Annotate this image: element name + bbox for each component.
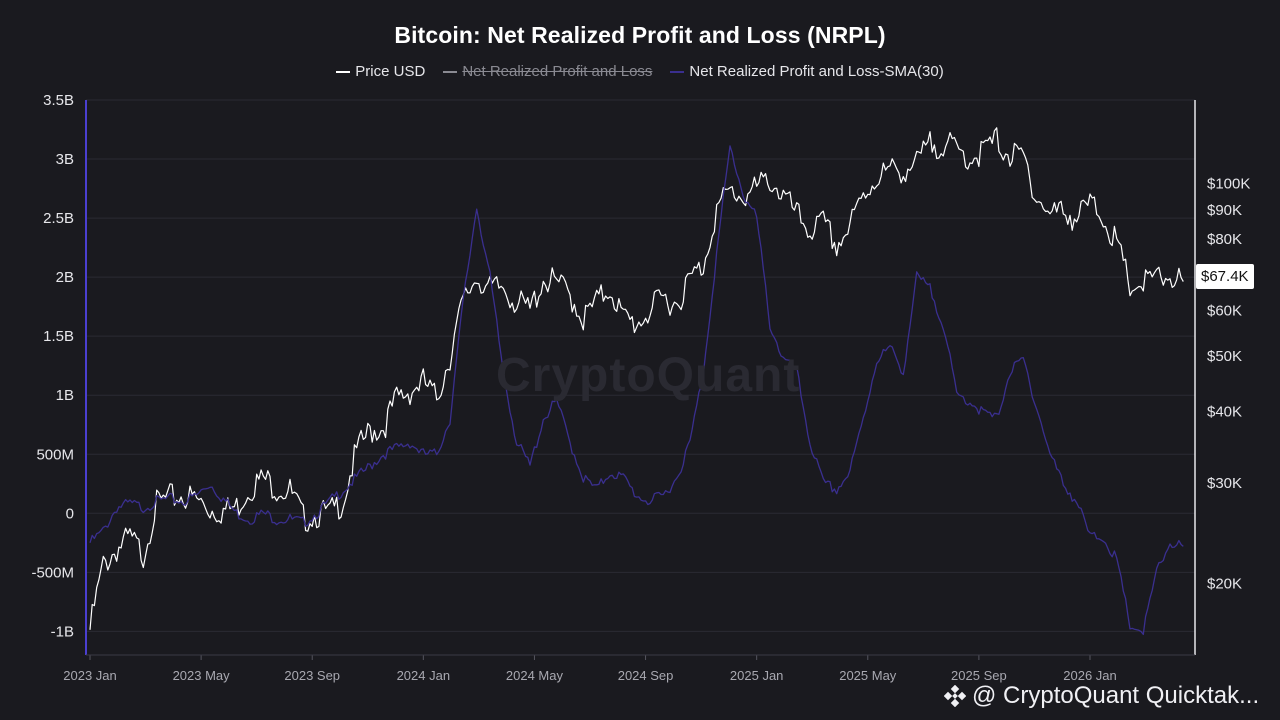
chart-legend: Price USD Net Realized Profit and Loss N… — [0, 63, 1280, 80]
legend-swatch-nrpl — [443, 70, 458, 73]
right-tick-label: $40K — [1207, 403, 1242, 420]
legend-item-price[interactable]: Price USD — [336, 63, 425, 80]
x-tick-label: 2023 Jan — [63, 668, 117, 683]
brand-text: @ CryptoQuant Quicktak... — [972, 682, 1260, 709]
watermark: CryptoQuant — [496, 349, 801, 402]
left-tick-label: 1.5B — [43, 328, 74, 345]
gridlines — [86, 99, 1195, 632]
x-tick-label: 2025 May — [839, 668, 897, 683]
right-tick-label: $100K — [1207, 176, 1250, 193]
left-tick-label: 1B — [56, 387, 74, 404]
series-line-nrpl-sma — [89, 145, 1184, 636]
x-tick-label: 2024 Sep — [618, 668, 674, 683]
x-axis-ticks: 2023 Jan 2023 May 2023 Sep 2024 Jan 2024 May… — [63, 655, 1117, 683]
legend-label-nrpl: Net Realized Profit and Loss — [462, 63, 653, 80]
x-tick-label: 2023 Sep — [284, 668, 340, 683]
left-axis-ticks: 3.5B 3B 2.5B 2B 1.5B 1B 500M 0 -500M -1B — [31, 92, 74, 640]
left-tick-label: -500M — [31, 564, 74, 581]
right-tick-label: $60K — [1207, 303, 1242, 320]
series-line-price — [89, 127, 1184, 630]
binance-diamond-icon — [944, 685, 966, 707]
current-price-badge: $67.4K — [1196, 264, 1254, 289]
brand-footer: @ CryptoQuant Quicktak... — [944, 682, 1259, 710]
legend-swatch-nrpl-sma — [670, 70, 685, 73]
x-tick-label: 2025 Jan — [730, 668, 784, 683]
left-tick-label: 3B — [56, 151, 74, 168]
x-tick-label: 2023 May — [173, 668, 231, 683]
legend-label-nrpl-sma: Net Realized Profit and Loss-SMA(30) — [689, 63, 944, 80]
x-tick-label: 2024 Jan — [397, 668, 451, 683]
legend-label-price: Price USD — [355, 63, 426, 80]
right-tick-label: $20K — [1207, 576, 1242, 593]
left-tick-label: 500M — [36, 446, 74, 463]
series-group — [89, 127, 1184, 636]
legend-swatch-price — [336, 70, 351, 73]
chart-title: Bitcoin: Net Realized Profit and Loss (N… — [394, 22, 886, 48]
legend-item-nrpl-sma[interactable]: Net Realized Profit and Loss-SMA(30) — [670, 63, 944, 80]
right-tick-label: $90K — [1207, 202, 1242, 219]
left-tick-label: -1B — [51, 623, 74, 640]
right-tick-label: $80K — [1207, 231, 1242, 248]
left-tick-label: 0 — [66, 505, 74, 522]
left-tick-label: 3.5B — [43, 92, 74, 109]
left-tick-label: 2B — [56, 269, 74, 286]
legend-item-nrpl[interactable]: Net Realized Profit and Loss — [443, 63, 652, 80]
x-tick-label: 2024 May — [506, 668, 564, 683]
right-tick-label: $30K — [1207, 475, 1242, 492]
right-axis-ticks: $100K $90K $80K $60K $50K $40K $30K $20K — [1207, 176, 1250, 593]
x-tick-label: 2026 Jan — [1063, 668, 1117, 683]
right-tick-label: $50K — [1207, 348, 1242, 365]
x-tick-label: 2025 Sep — [951, 668, 1007, 683]
left-tick-label: 2.5B — [43, 210, 74, 227]
